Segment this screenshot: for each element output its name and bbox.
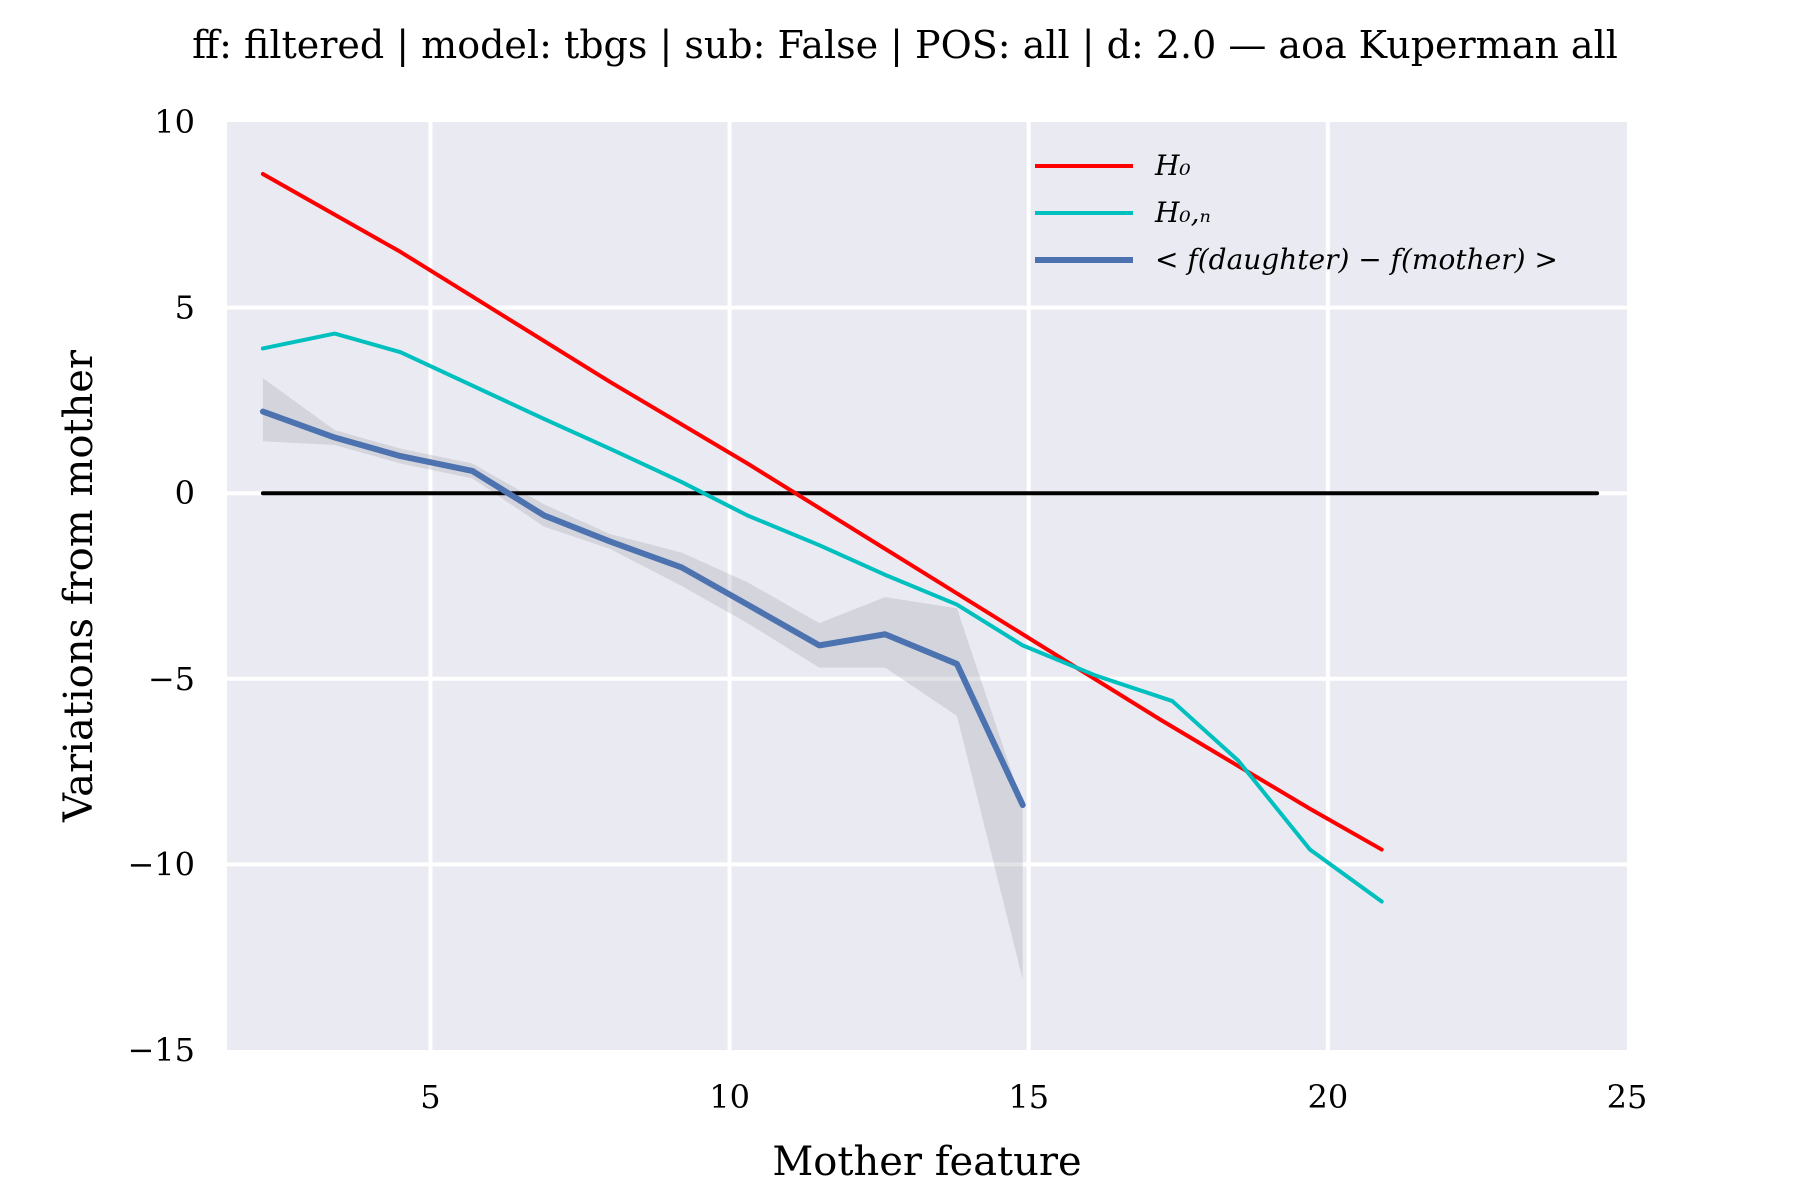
legend: H₀ H₀,ₙ < f(daughter) − f(mother) > (1035, 149, 1558, 276)
y-tick-label: −10 (127, 845, 195, 883)
y-axis-label: Variations from mother (56, 349, 102, 823)
y-tick-labels: 10 5 0 −5 −10 −15 (127, 103, 195, 1069)
x-tick-label: 10 (709, 1078, 750, 1116)
y-tick-label: 5 (175, 289, 195, 327)
series-line-h0 (260, 171, 1384, 852)
x-tick-label: 5 (420, 1078, 440, 1116)
y-tick-label: −15 (127, 1031, 195, 1069)
series-lines (259, 171, 1600, 904)
x-tick-label: 20 (1307, 1078, 1348, 1116)
x-tick-label: 15 (1008, 1078, 1049, 1116)
y-tick-label: 10 (154, 103, 195, 141)
legend-label: H₀,ₙ (1154, 196, 1211, 229)
y-tick-label: 0 (175, 474, 195, 512)
series-line-h0n (260, 331, 1384, 904)
chart-title: ff: filtered | model: tbgs | sub: False … (192, 23, 1618, 67)
plot-area (227, 122, 1627, 1050)
legend-label: < f(daughter) − f(mother) > (1155, 243, 1558, 276)
x-tick-label: 25 (1607, 1078, 1648, 1116)
legend-label: H₀ (1154, 149, 1191, 182)
series-line-mean-difference (259, 408, 1026, 809)
x-tick-labels: 5 10 15 20 25 (420, 1078, 1647, 1116)
x-axis-label: Mother feature (772, 1139, 1081, 1185)
y-tick-label: −5 (148, 660, 195, 698)
